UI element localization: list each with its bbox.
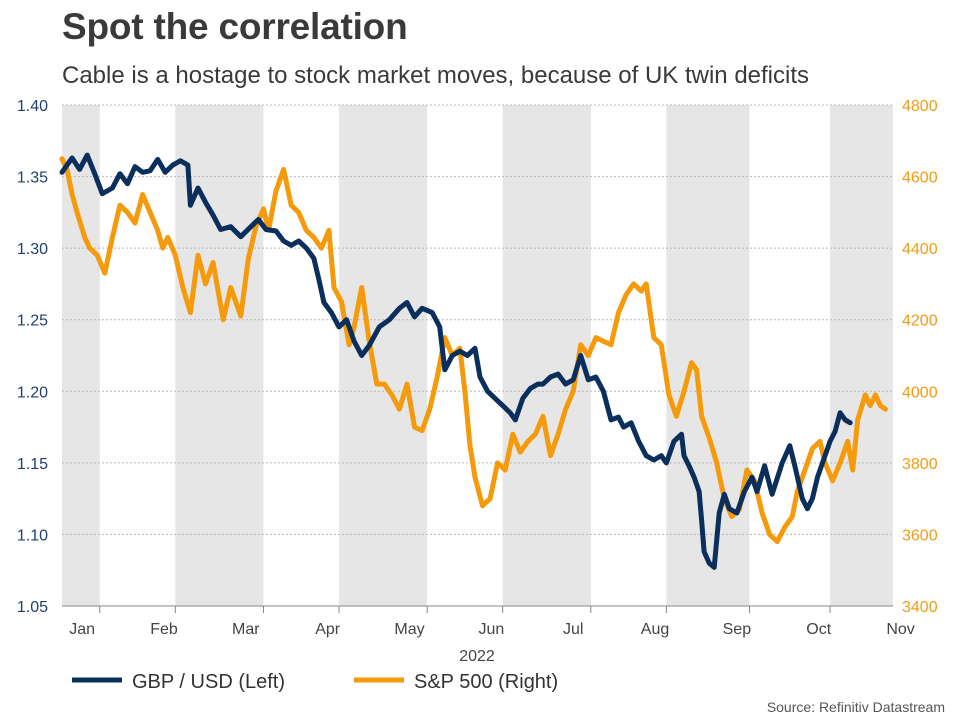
right-axis-ticks: 3400 3600 3800 4000 4200 4400 4600 4800 <box>902 98 938 616</box>
chart-title: Spot the correlation <box>62 6 408 47</box>
chart-subtitle: Cable is a hostage to stock market moves… <box>62 62 810 89</box>
x-tick-label-oct: Oct <box>806 621 831 638</box>
legend-label-gbp: GBP / USD (Left) <box>132 671 285 693</box>
series-lines <box>59 152 888 570</box>
right-tick-label: 3400 <box>902 599 938 616</box>
month-bands <box>62 105 893 606</box>
right-tick-label: 4400 <box>902 241 938 258</box>
legend: GBP / USD (Left) S&P 500 (Right) <box>72 671 558 693</box>
x-tick-label-jan: Jan <box>69 621 95 638</box>
month-band-3 <box>502 105 591 606</box>
gridlines <box>62 104 893 535</box>
x-axis-ticks: Jan Feb Mar Apr May Jun Jul Aug Sep Oct Nov <box>69 606 915 638</box>
x-tick-label-aug: Aug <box>641 621 669 638</box>
x-tick-label-jul: Jul <box>563 621 583 638</box>
month-band-2 <box>339 105 428 606</box>
series-line-gbp-usd <box>59 152 853 570</box>
source-note: Source: Refinitiv Datastream <box>767 699 945 715</box>
right-tick-label: 4000 <box>902 384 938 401</box>
x-tick-label-may: May <box>394 621 424 638</box>
left-tick-label: 1.20 <box>17 384 48 401</box>
x-tick-label-jun: Jun <box>478 621 504 638</box>
left-tick-label: 1.40 <box>17 98 48 115</box>
x-tick-label-nov: Nov <box>886 621 914 638</box>
right-tick-label: 4600 <box>902 170 938 187</box>
left-tick-label: 1.05 <box>17 599 48 616</box>
x-tick-label-mar: Mar <box>232 621 260 638</box>
left-tick-label: 1.10 <box>17 527 48 544</box>
month-band-4 <box>666 105 750 606</box>
left-tick-label: 1.30 <box>17 241 48 258</box>
left-tick-label: 1.25 <box>17 313 48 330</box>
left-axis-ticks: 1.05 1.10 1.15 1.20 1.25 1.30 1.35 1.40 <box>17 98 48 616</box>
left-tick-label: 1.15 <box>17 456 48 473</box>
right-tick-label: 3800 <box>902 456 938 473</box>
x-tick-label-apr: Apr <box>315 621 341 638</box>
x-tick-label-sep: Sep <box>723 621 752 638</box>
right-tick-label: 3600 <box>902 527 938 544</box>
right-tick-label: 4800 <box>902 98 938 115</box>
x-axis-label: 2022 <box>459 648 495 665</box>
series-line-sp500 <box>59 156 888 545</box>
right-tick-label: 4200 <box>902 313 938 330</box>
legend-label-spx: S&P 500 (Right) <box>414 671 558 693</box>
month-band-5 <box>830 105 893 606</box>
x-tick-label-feb: Feb <box>150 621 178 638</box>
month-band-0 <box>62 105 100 606</box>
left-tick-label: 1.35 <box>17 170 48 187</box>
